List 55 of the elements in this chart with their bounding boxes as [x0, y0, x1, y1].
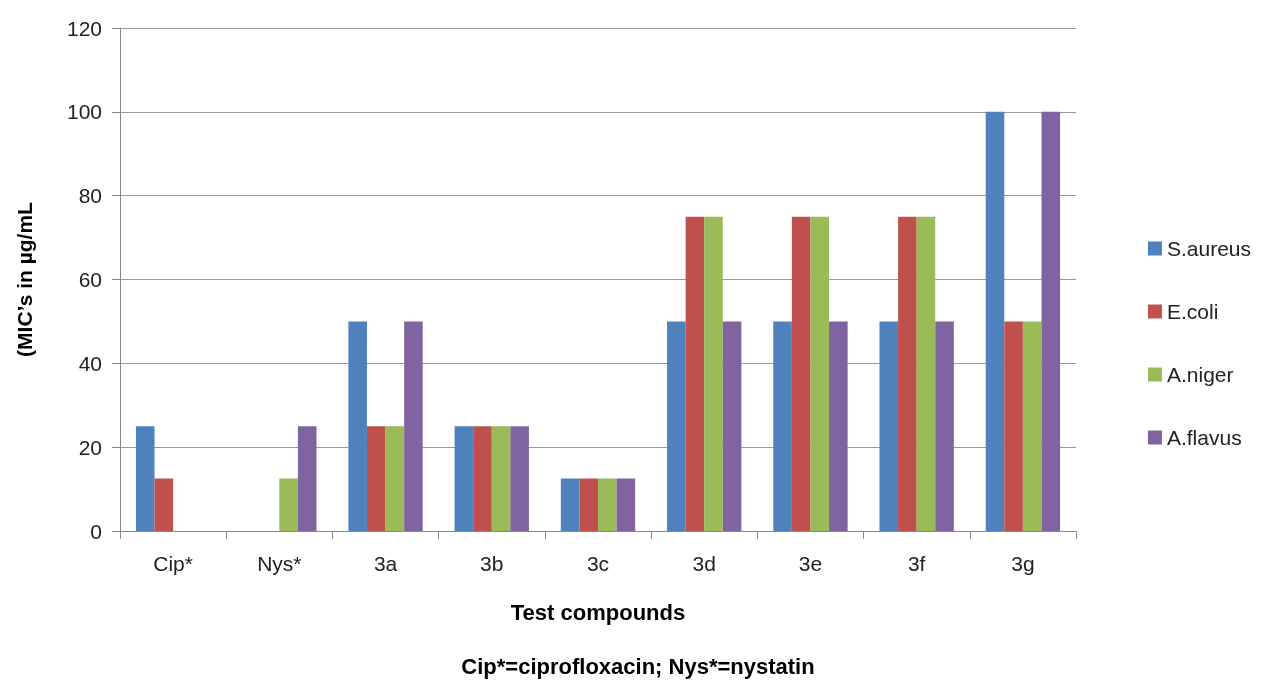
bar: [510, 426, 529, 531]
bar: [404, 321, 423, 531]
bar: [685, 216, 705, 531]
bar: [473, 426, 492, 531]
bar: [667, 321, 686, 531]
bar: [454, 426, 474, 531]
x-tick-label: 3d: [692, 552, 716, 575]
x-tick-label: 3e: [798, 552, 823, 575]
bar: [579, 478, 598, 531]
bar: [366, 426, 386, 531]
bar: [791, 216, 811, 531]
y-tick-label: 100: [66, 100, 102, 124]
bar: [135, 426, 155, 531]
y-tick-label: 40: [78, 351, 102, 375]
bar: [1041, 111, 1061, 531]
bar: [1004, 321, 1023, 531]
bar: [385, 426, 405, 531]
y-tick-label: 60: [78, 268, 102, 291]
x-tick-label: Cip*: [153, 552, 193, 575]
bar: [829, 321, 848, 531]
bar: [898, 216, 917, 531]
y-axis-title: (MIC’s in µg/mL: [13, 201, 36, 357]
bar: [491, 426, 511, 531]
legend-label: E.coli: [1166, 300, 1219, 323]
bar: [985, 111, 1005, 531]
legend-label: S.aureus: [1166, 237, 1252, 260]
x-tick-label: 3f: [907, 552, 926, 575]
bar: [154, 478, 174, 531]
bar: [616, 478, 636, 531]
bar: [348, 321, 367, 531]
bar: [935, 321, 954, 531]
y-tick-label: 0: [90, 519, 102, 543]
bar: [916, 216, 936, 531]
bar: [1022, 321, 1042, 531]
x-tick-label: 3a: [373, 552, 398, 575]
x-tick-label: Nys*: [257, 552, 302, 575]
x-tick-label: 3c: [586, 552, 610, 575]
x-tick-label: 3b: [480, 552, 504, 575]
bar: [560, 478, 580, 531]
x-axis-title: Test compounds: [510, 599, 686, 625]
bar: [704, 216, 723, 531]
legend-label: A.niger: [1166, 363, 1234, 386]
legend-label: A.flavus: [1166, 426, 1242, 449]
text: Cip*=ciprofloxacin; Nys*=nystatin: [461, 653, 815, 679]
y-tick-label: 80: [78, 184, 102, 208]
bar: [598, 478, 617, 531]
bar: [810, 216, 830, 531]
y-tick-label: 20: [78, 435, 102, 459]
bar: [279, 478, 298, 531]
bar: [297, 426, 317, 531]
x-tick-label: 3g: [1011, 552, 1035, 575]
bar: [773, 321, 792, 531]
y-tick-label: 120: [66, 16, 102, 40]
bar: [722, 321, 742, 531]
bar: [879, 321, 899, 531]
